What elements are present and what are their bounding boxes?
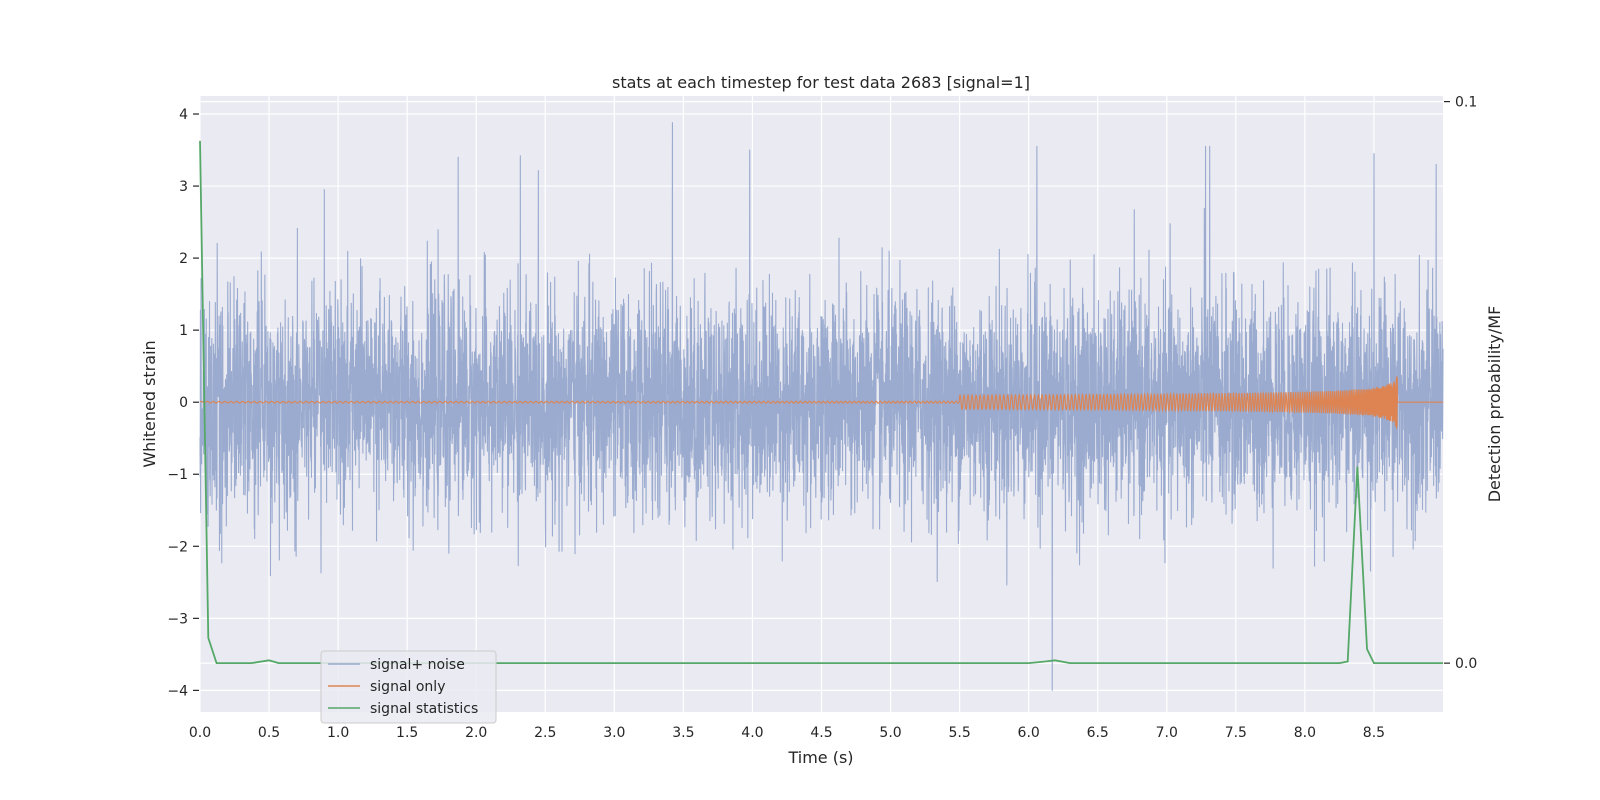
x-tick-label: 8.0 <box>1294 725 1316 741</box>
y-tick-label: −4 <box>167 683 188 699</box>
y-tick-label: 4 <box>179 107 188 123</box>
signal-statistics-series <box>199 140 1443 665</box>
x-tick-label: 3.5 <box>672 725 694 741</box>
x-tick-label: 3.0 <box>603 725 625 741</box>
signal-noise-line <box>199 122 1444 691</box>
signal-noise-series <box>199 122 1444 691</box>
axis-ticks: 0.0 0.5 1.0 1.5 2.0 2.5 3.0 3.5 4.0 4.5 5.0 5.5 6.0 6… <box>167 95 1477 741</box>
y2-tick-label: 0.0 <box>1455 656 1477 672</box>
x-tick-label: 6.0 <box>1018 725 1040 741</box>
x-tick-label: 4.0 <box>741 725 763 741</box>
chart-title: stats at each timestep for test data 268… <box>612 73 1030 92</box>
y-tick-label: −3 <box>167 611 188 627</box>
signal-statistics-line <box>199 140 1443 665</box>
x-tick-label: 5.5 <box>948 725 970 741</box>
legend-label-signal: signal only <box>370 679 445 695</box>
signal-only-line <box>199 376 1443 429</box>
y-tick-label: 2 <box>179 251 188 267</box>
y-tick-label: 0 <box>179 395 188 411</box>
y-tick-label: 3 <box>179 179 188 195</box>
legend-label-stats: signal statistics <box>370 701 478 717</box>
x-tick-label: 7.5 <box>1225 725 1247 741</box>
x-tick-label: 1.5 <box>396 725 418 741</box>
y2-tick-label: 0.1 <box>1455 95 1477 111</box>
y-tick-label: −1 <box>167 467 188 483</box>
x-tick-label: 2.0 <box>465 725 487 741</box>
legend-box <box>320 650 497 724</box>
legend-label-noise: signal+ noise <box>370 657 465 673</box>
x-tick-label: 0.5 <box>258 725 280 741</box>
x-tick-label: 8.5 <box>1363 725 1385 741</box>
y-tick-label: −2 <box>167 539 188 555</box>
signal-only-series <box>199 376 1443 429</box>
y2-axis-label: Detection probability/MF <box>1485 306 1504 503</box>
x-axis-label: Time (s) <box>787 748 853 767</box>
x-tick-label: 2.5 <box>534 725 556 741</box>
x-tick-label: 1.0 <box>327 725 349 741</box>
legend: signal+ noise signal only signal statist… <box>320 650 497 724</box>
x-tick-label: 4.5 <box>810 725 832 741</box>
y-tick-label: 1 <box>179 323 188 339</box>
x-tick-label: 6.5 <box>1087 725 1109 741</box>
x-tick-label: 0.0 <box>189 725 211 741</box>
x-tick-label: 7.0 <box>1156 725 1178 741</box>
y-axis-label: Whitened strain <box>140 340 159 467</box>
x-tick-label: 5.0 <box>879 725 901 741</box>
